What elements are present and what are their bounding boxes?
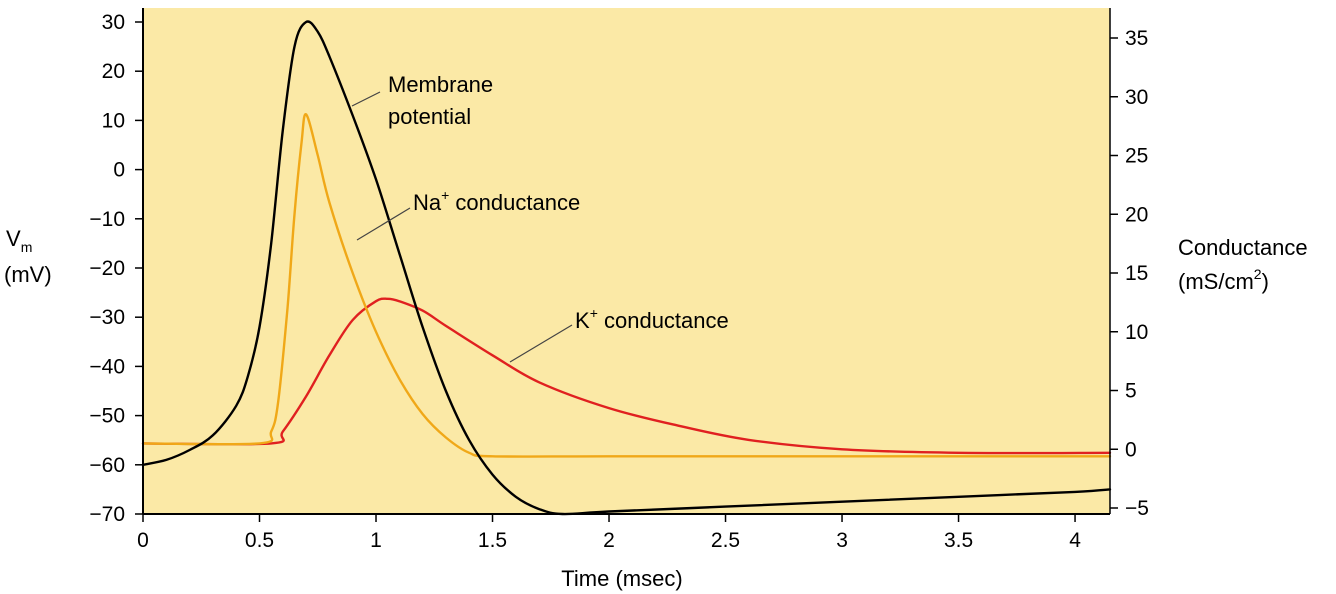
x-tick-label: 0.5 xyxy=(245,529,274,552)
k-conductance-line xyxy=(141,297,1112,455)
membrane-potential-line xyxy=(141,20,1112,516)
y-left-tick-label: −10 xyxy=(89,208,125,231)
y-left-tick-label: −60 xyxy=(89,454,125,477)
plot-background xyxy=(143,8,1110,514)
x-tick-label: 4 xyxy=(1069,529,1081,552)
k-conductance-label: K+ conductance xyxy=(575,305,729,333)
y-right-tick-label: 0 xyxy=(1125,438,1137,461)
y-left-axis-title: Vm (mV) xyxy=(4,226,52,287)
membrane-potential-label-line1: Membrane xyxy=(388,72,493,97)
y-right-tick-label: 10 xyxy=(1125,321,1148,344)
membrane-potential-label: Membrane potential xyxy=(388,72,499,129)
membrane-potential-label-line2: potential xyxy=(388,104,471,129)
na-conductance-label: Na+ conductance xyxy=(413,187,580,215)
y-left-tick-label: −30 xyxy=(89,306,125,329)
y-left-tick-label: −70 xyxy=(89,503,125,526)
y-left-tick-label: 30 xyxy=(102,11,125,34)
x-tick-label: 2.5 xyxy=(711,529,740,552)
y-left-tick-label: −50 xyxy=(89,405,125,428)
y-left-tick-label: 20 xyxy=(102,60,125,83)
x-tick-label: 3 xyxy=(836,529,848,552)
y-left-tick-label: 0 xyxy=(113,159,125,182)
y-left-tick-label: 10 xyxy=(102,109,125,132)
k-conductance-leader-line xyxy=(509,324,573,363)
y-right-tick-label: 15 xyxy=(1125,262,1148,285)
y-right-tick-label: 30 xyxy=(1125,86,1148,109)
y-right-tick-label: 5 xyxy=(1125,380,1137,403)
membrane-potential-leader-line xyxy=(351,91,381,107)
x-tick-label: 3.5 xyxy=(944,529,973,552)
y-right-tick-label: −5 xyxy=(1125,497,1149,520)
y-right-tick-label: 20 xyxy=(1125,203,1148,226)
x-tick-label: 2 xyxy=(603,529,615,552)
na-conductance-line xyxy=(141,113,1112,458)
y-left-tick-label: −20 xyxy=(89,257,125,280)
na-conductance-leader-line xyxy=(356,207,411,241)
x-tick-label: 1 xyxy=(370,529,382,552)
y-right-axis-title: Conductance (mS/cm2) xyxy=(1178,235,1314,294)
y-right-tick-label: 25 xyxy=(1125,145,1148,168)
y-right-tick-label: 35 xyxy=(1125,27,1148,50)
x-axis-title: Time (msec) xyxy=(561,566,682,591)
y-left-tick-label: −40 xyxy=(89,355,125,378)
x-tick-label: 1.5 xyxy=(478,529,507,552)
x-tick-label: 0 xyxy=(137,529,149,552)
